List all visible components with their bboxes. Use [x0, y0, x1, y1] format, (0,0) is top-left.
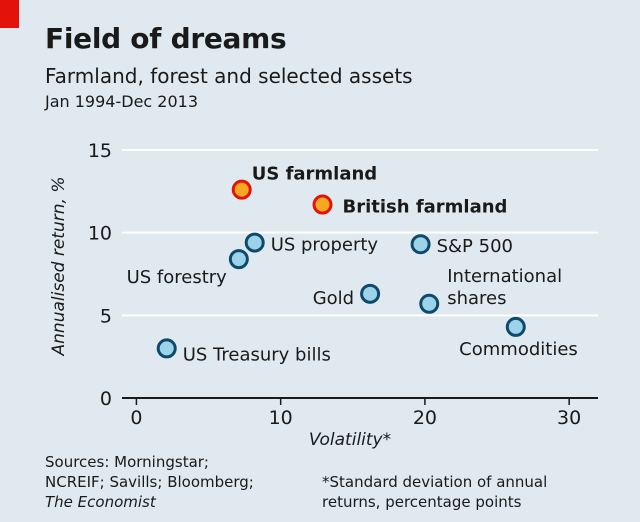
x-tick-label-0: 0	[130, 407, 142, 429]
footnote-line-2: returns, percentage points	[322, 493, 522, 511]
volatility-footnote: *Standard deviation of annual returns, p…	[322, 472, 547, 512]
chart-title: Field of dreams	[45, 22, 287, 55]
sources-line-1: Sources: Morningstar;	[45, 453, 209, 471]
point-label-8: US Treasury bills	[183, 344, 331, 365]
y-tick-label-5: 5	[100, 305, 112, 327]
point-label-6: International shares	[447, 266, 562, 309]
point-label-7: Commodities	[459, 339, 578, 360]
chart-subtitle: Farmland, forest and selected assets	[45, 64, 413, 88]
scatter-point-7	[505, 316, 526, 337]
x-tick-label-20: 20	[413, 407, 437, 429]
scatter-point-8	[156, 338, 177, 359]
y-tick-label-0: 0	[100, 388, 112, 410]
x-tick-label-10: 10	[269, 407, 293, 429]
point-label-1: British farmland	[342, 197, 507, 218]
scatter-point-2	[244, 232, 265, 253]
scatter-point-3	[228, 249, 249, 270]
footnote-line-1: *Standard deviation of annual	[322, 473, 548, 491]
scatter-point-6	[419, 293, 440, 314]
sources-note: Sources: Morningstar; NCREIF; Savills; B…	[45, 452, 254, 512]
sources-line-3: The Economist	[45, 493, 156, 511]
point-label-3: US forestry	[127, 267, 228, 288]
y-axis-title: Annualised return, %	[49, 177, 69, 357]
point-label-2: US property	[271, 235, 379, 256]
chart-period: Jan 1994-Dec 2013	[45, 92, 199, 111]
point-label-5: Gold	[313, 288, 354, 309]
y-tick-label-15: 15	[88, 140, 112, 162]
x-axis-title: Volatility*	[309, 430, 391, 450]
y-tick-label-10: 10	[88, 223, 112, 245]
scatter-point-5	[360, 283, 381, 304]
point-label-6-line-0: International	[447, 266, 562, 287]
scatter-point-0	[231, 179, 252, 200]
scatter-point-4	[410, 234, 431, 255]
scatter-point-1	[312, 194, 333, 215]
x-tick-label-30: 30	[557, 407, 581, 429]
point-label-6-line-1: shares	[447, 288, 506, 309]
point-label-4: S&P 500	[437, 236, 513, 257]
sources-line-2: NCREIF; Savills; Bloomberg;	[45, 473, 254, 491]
red-tag	[0, 0, 19, 28]
point-label-0: US farmland	[252, 164, 377, 185]
